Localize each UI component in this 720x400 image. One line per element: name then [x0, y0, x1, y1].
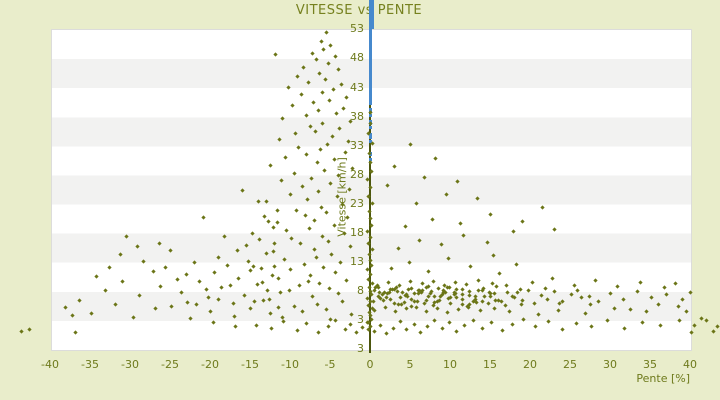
x-tick-label: -30 [121, 358, 139, 371]
x-tick-label: 5 [406, 358, 414, 371]
x-tick-label: 35 [643, 358, 657, 371]
zero-line-dash [369, 108, 372, 112]
zero-line-title-segment [369, 0, 374, 29]
y-tick-label: 28 [350, 168, 364, 181]
y-tick-label: 48 [350, 51, 364, 64]
y-tick-label: 23 [350, 197, 364, 210]
x-tick-label: -35 [81, 358, 99, 371]
y-tick-label: 38 [350, 110, 364, 123]
x-tick-label: 15 [483, 358, 497, 371]
y-tick-label: 43 [350, 81, 364, 94]
x-tick-label: 25 [563, 358, 577, 371]
x-tick-label: -25 [161, 358, 179, 371]
y-tick-label: 3 [357, 342, 364, 355]
chart-title: VITESSE vs PENTE [295, 3, 423, 18]
x-tick-label: -40 [41, 358, 59, 371]
y-tick-label: 13 [350, 255, 364, 268]
zero-line-segment [369, 29, 372, 105]
zero-line-dash [369, 158, 372, 161]
y-tick-label: 8 [357, 284, 364, 297]
x-axis-title: Pente [%] [636, 372, 690, 385]
x-tick-label: -15 [241, 358, 259, 371]
x-tick-label: 0 [366, 358, 374, 371]
x-tick-label: 10 [443, 358, 457, 371]
y-tick-label: 18 [350, 226, 364, 239]
x-tick-label: -20 [201, 358, 219, 371]
zero-line-dash [369, 126, 372, 129]
y-tick-label: 53 [350, 22, 364, 35]
x-tick-label: 40 [683, 358, 697, 371]
x-tick-label: 30 [603, 358, 617, 371]
y-tick-label: 3 [357, 313, 364, 326]
zero-line-dash [369, 133, 372, 139]
y-tick-label: 33 [350, 139, 364, 152]
y-axis-line [369, 29, 371, 353]
zero-line-dash [369, 114, 372, 117]
zero-line-dash [369, 140, 372, 143]
x-tick-label: -10 [281, 358, 299, 371]
x-tick-label: -5 [324, 358, 336, 371]
x-tick-label: 20 [523, 358, 537, 371]
